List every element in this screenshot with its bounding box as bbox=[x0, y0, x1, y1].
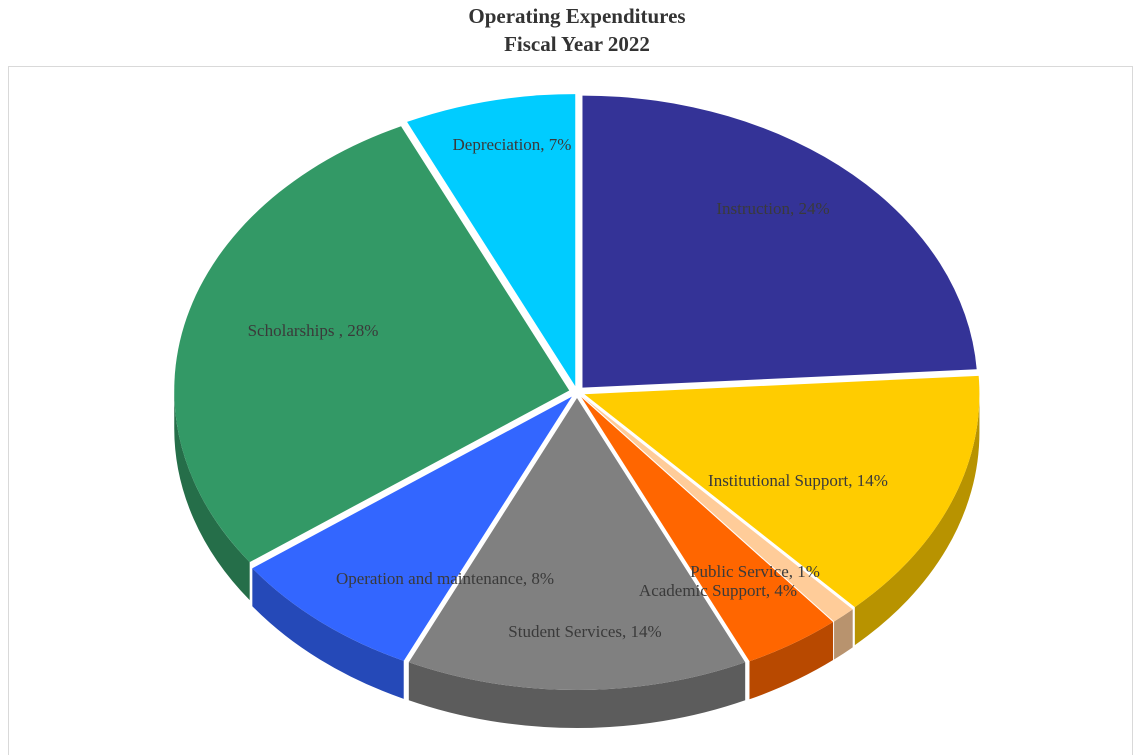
slice bbox=[581, 397, 834, 662]
slice bbox=[407, 94, 576, 387]
data-label: Student Services, 14% bbox=[508, 622, 661, 641]
slice-walls bbox=[174, 390, 980, 728]
data-label: Depreciation, 7% bbox=[453, 135, 572, 154]
data-label: Academic Support, 4% bbox=[639, 581, 797, 600]
data-label: Instruction, 24% bbox=[716, 199, 829, 218]
slice-side bbox=[252, 568, 404, 699]
slice-side bbox=[834, 609, 853, 660]
slice bbox=[582, 95, 977, 388]
slice bbox=[584, 375, 980, 608]
slice-tops bbox=[174, 94, 980, 690]
slice-side bbox=[854, 394, 980, 646]
slice bbox=[252, 396, 572, 661]
data-label: Institutional Support, 14% bbox=[708, 471, 888, 490]
chart-title: Operating Expenditures bbox=[468, 4, 685, 28]
data-label: Scholarships , 28% bbox=[248, 321, 379, 340]
data-label: Operation and maintenance, 8% bbox=[336, 569, 554, 588]
slice bbox=[582, 396, 853, 622]
slice bbox=[408, 398, 746, 690]
data-label: Public Service, 1% bbox=[690, 562, 820, 581]
slice-side bbox=[408, 662, 746, 728]
slice-side bbox=[174, 390, 250, 601]
chart-subtitle: Fiscal Year 2022 bbox=[504, 32, 650, 56]
slice-labels: Instruction, 24% Institutional Support, 1… bbox=[248, 135, 888, 641]
slice bbox=[174, 126, 570, 563]
slice-side bbox=[749, 622, 834, 700]
